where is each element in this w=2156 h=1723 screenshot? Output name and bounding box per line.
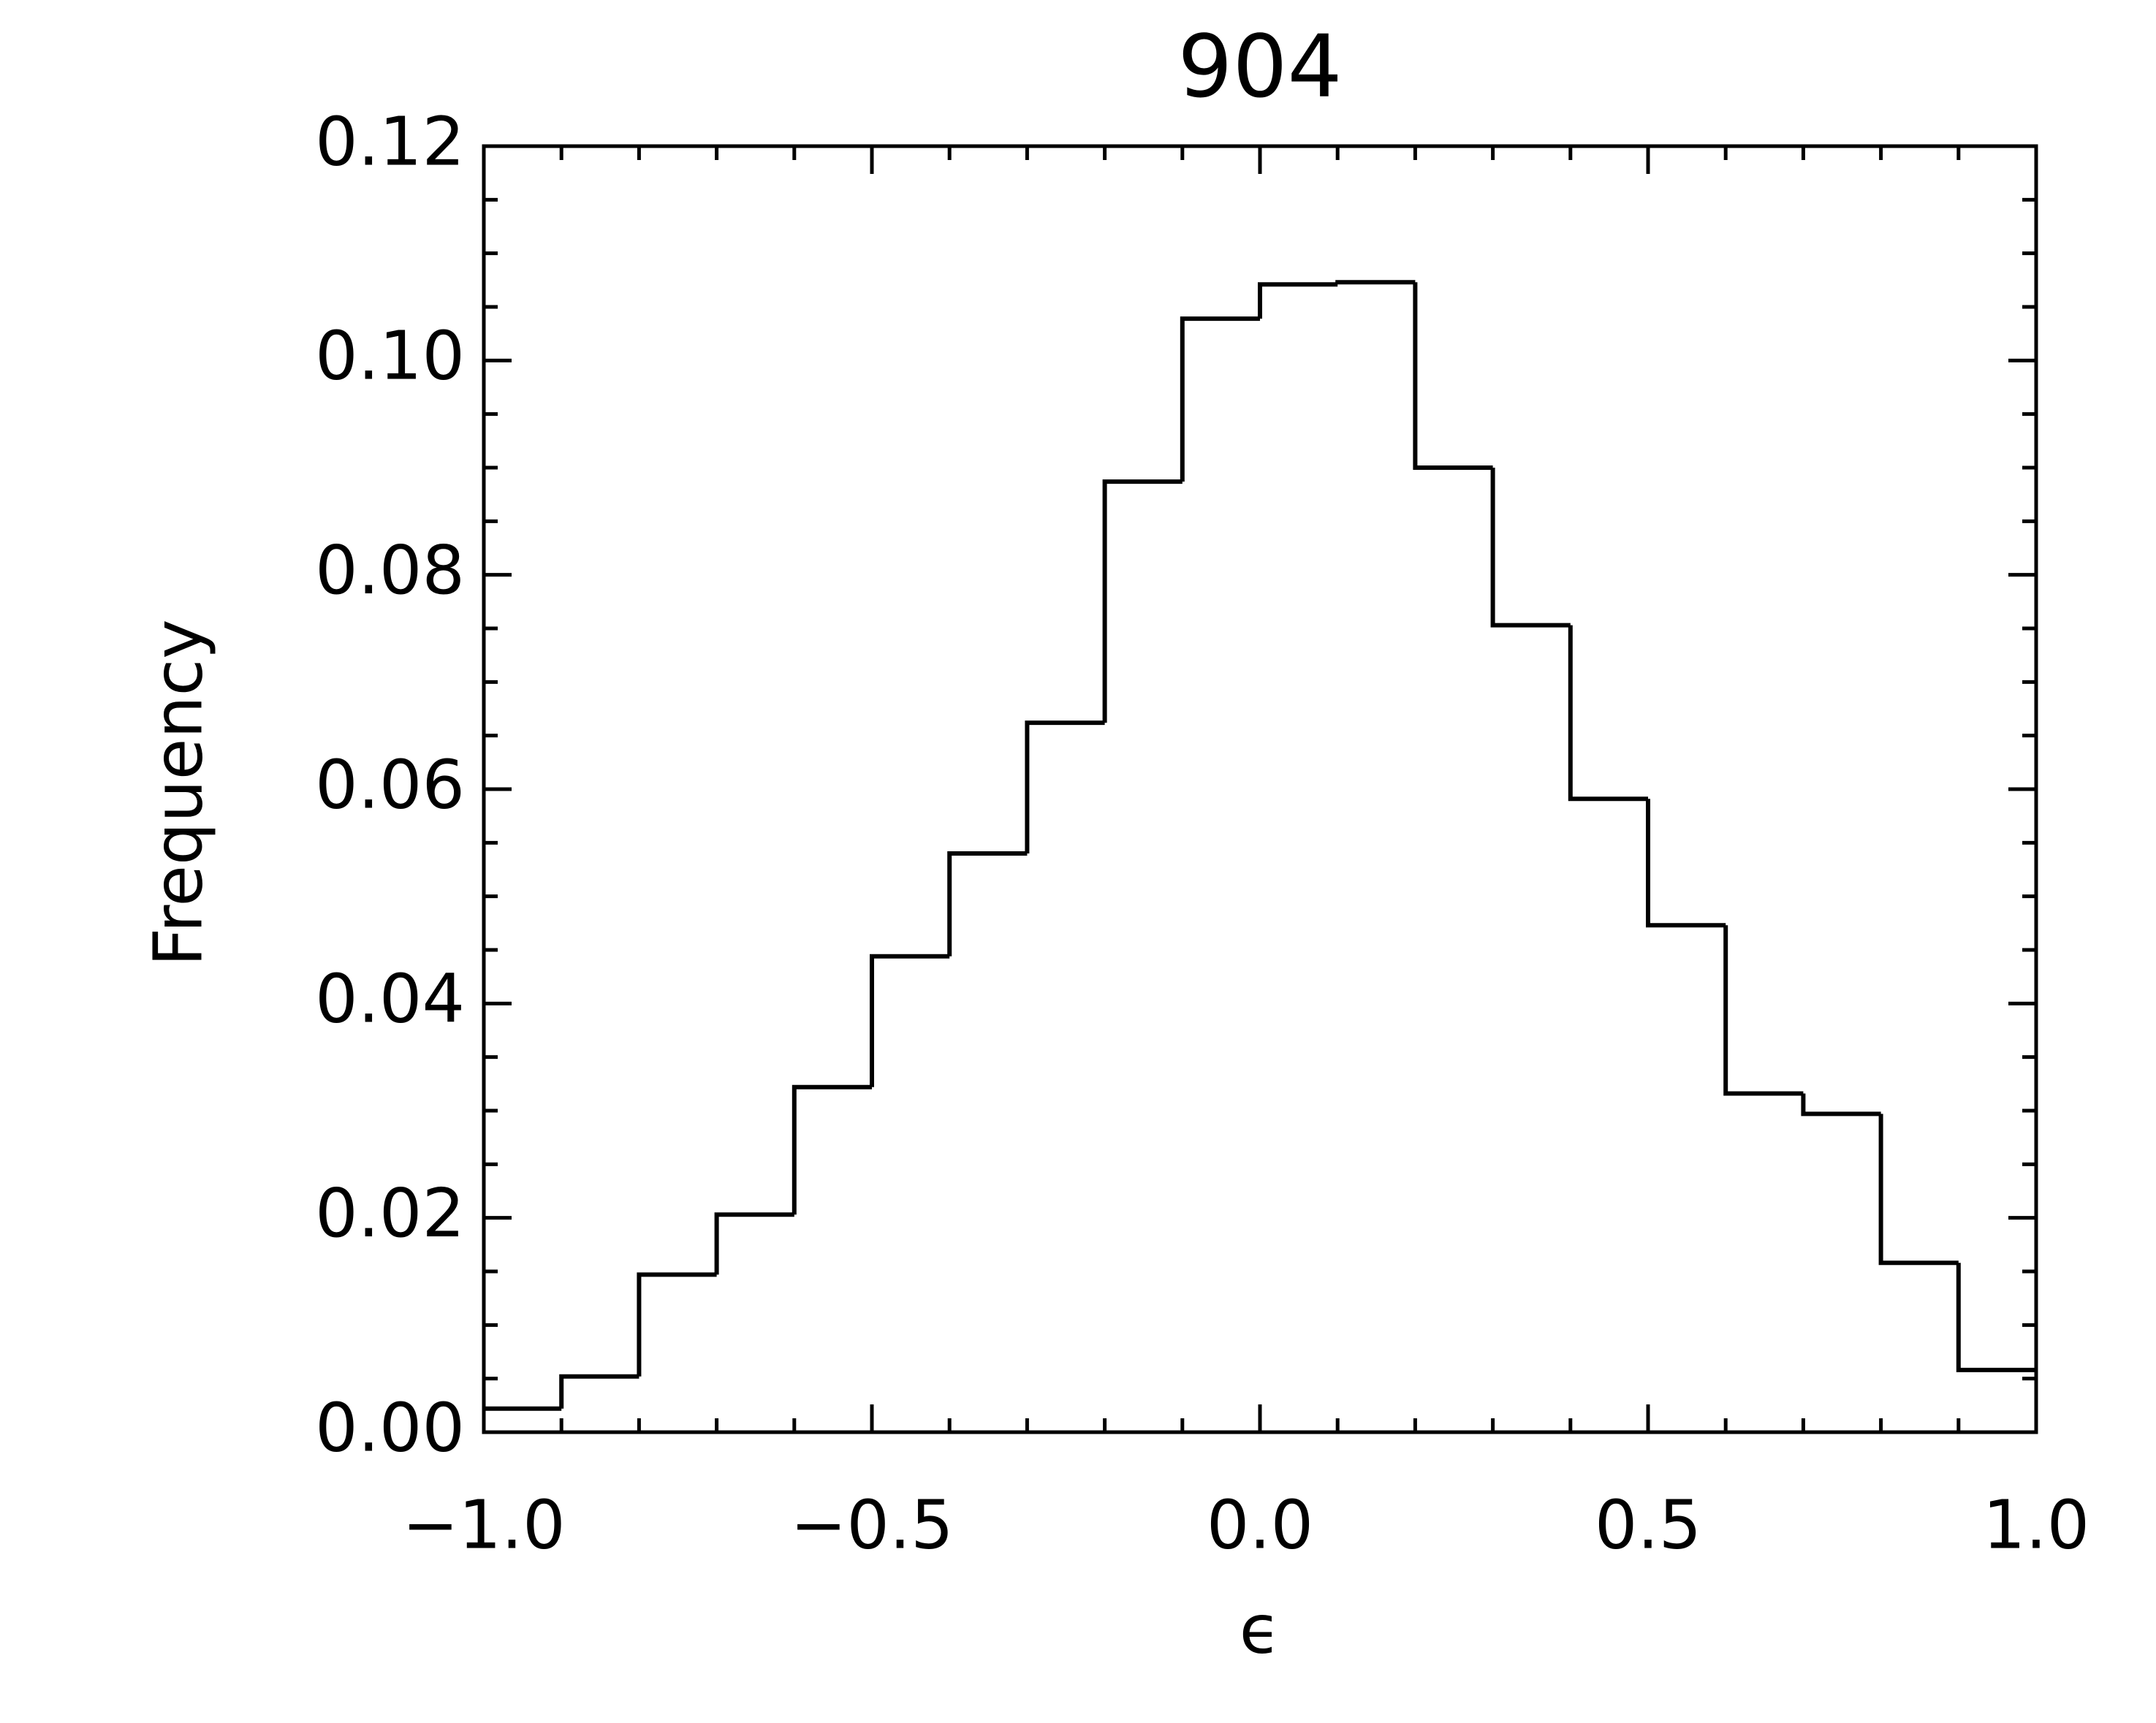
histogram-step (559, 1374, 639, 1409)
histogram-step (1646, 799, 1726, 928)
histogram-step (947, 851, 1028, 956)
histogram-step (1180, 316, 1260, 482)
histogram-step (1025, 720, 1105, 853)
y-tick-label: 0.10 (315, 317, 465, 395)
histogram-step (870, 954, 950, 1087)
y-tick-label: 0.08 (315, 531, 465, 609)
histogram-step (1723, 925, 1804, 1096)
y-tick-label: 0.00 (315, 1388, 465, 1467)
x-tick-label: 1.0 (1983, 1486, 2089, 1564)
histogram-step (1102, 479, 1183, 723)
y-tick-label: 0.12 (315, 102, 465, 180)
histogram-step (1335, 280, 1416, 285)
y-tick-label: 0.04 (315, 960, 465, 1038)
x-axis-label: ϵ (1240, 1590, 1281, 1668)
y-axis-label: Frequency (139, 619, 217, 966)
plot-frame (482, 144, 2038, 1434)
histogram-step (1490, 468, 1571, 628)
y-tick-label: 0.02 (315, 1174, 465, 1252)
histogram-step (1956, 1263, 2036, 1372)
x-tick-label: 0.5 (1595, 1486, 1701, 1564)
histogram-step (1878, 1114, 1959, 1266)
x-tick-label: 0.0 (1207, 1486, 1313, 1564)
histogram-step (792, 1084, 872, 1215)
histogram-step (1413, 282, 1493, 470)
histogram-step (714, 1212, 794, 1275)
histogram-step (1258, 282, 1338, 319)
x-tick-label: −0.5 (790, 1486, 953, 1564)
chart-title: 904 (1177, 16, 1342, 117)
histogram-step (637, 1272, 717, 1377)
y-tick-label: 0.06 (315, 745, 465, 824)
histogram-step (1801, 1093, 1881, 1117)
histogram-step (1568, 625, 1648, 802)
x-tick-label: −1.0 (402, 1486, 565, 1564)
